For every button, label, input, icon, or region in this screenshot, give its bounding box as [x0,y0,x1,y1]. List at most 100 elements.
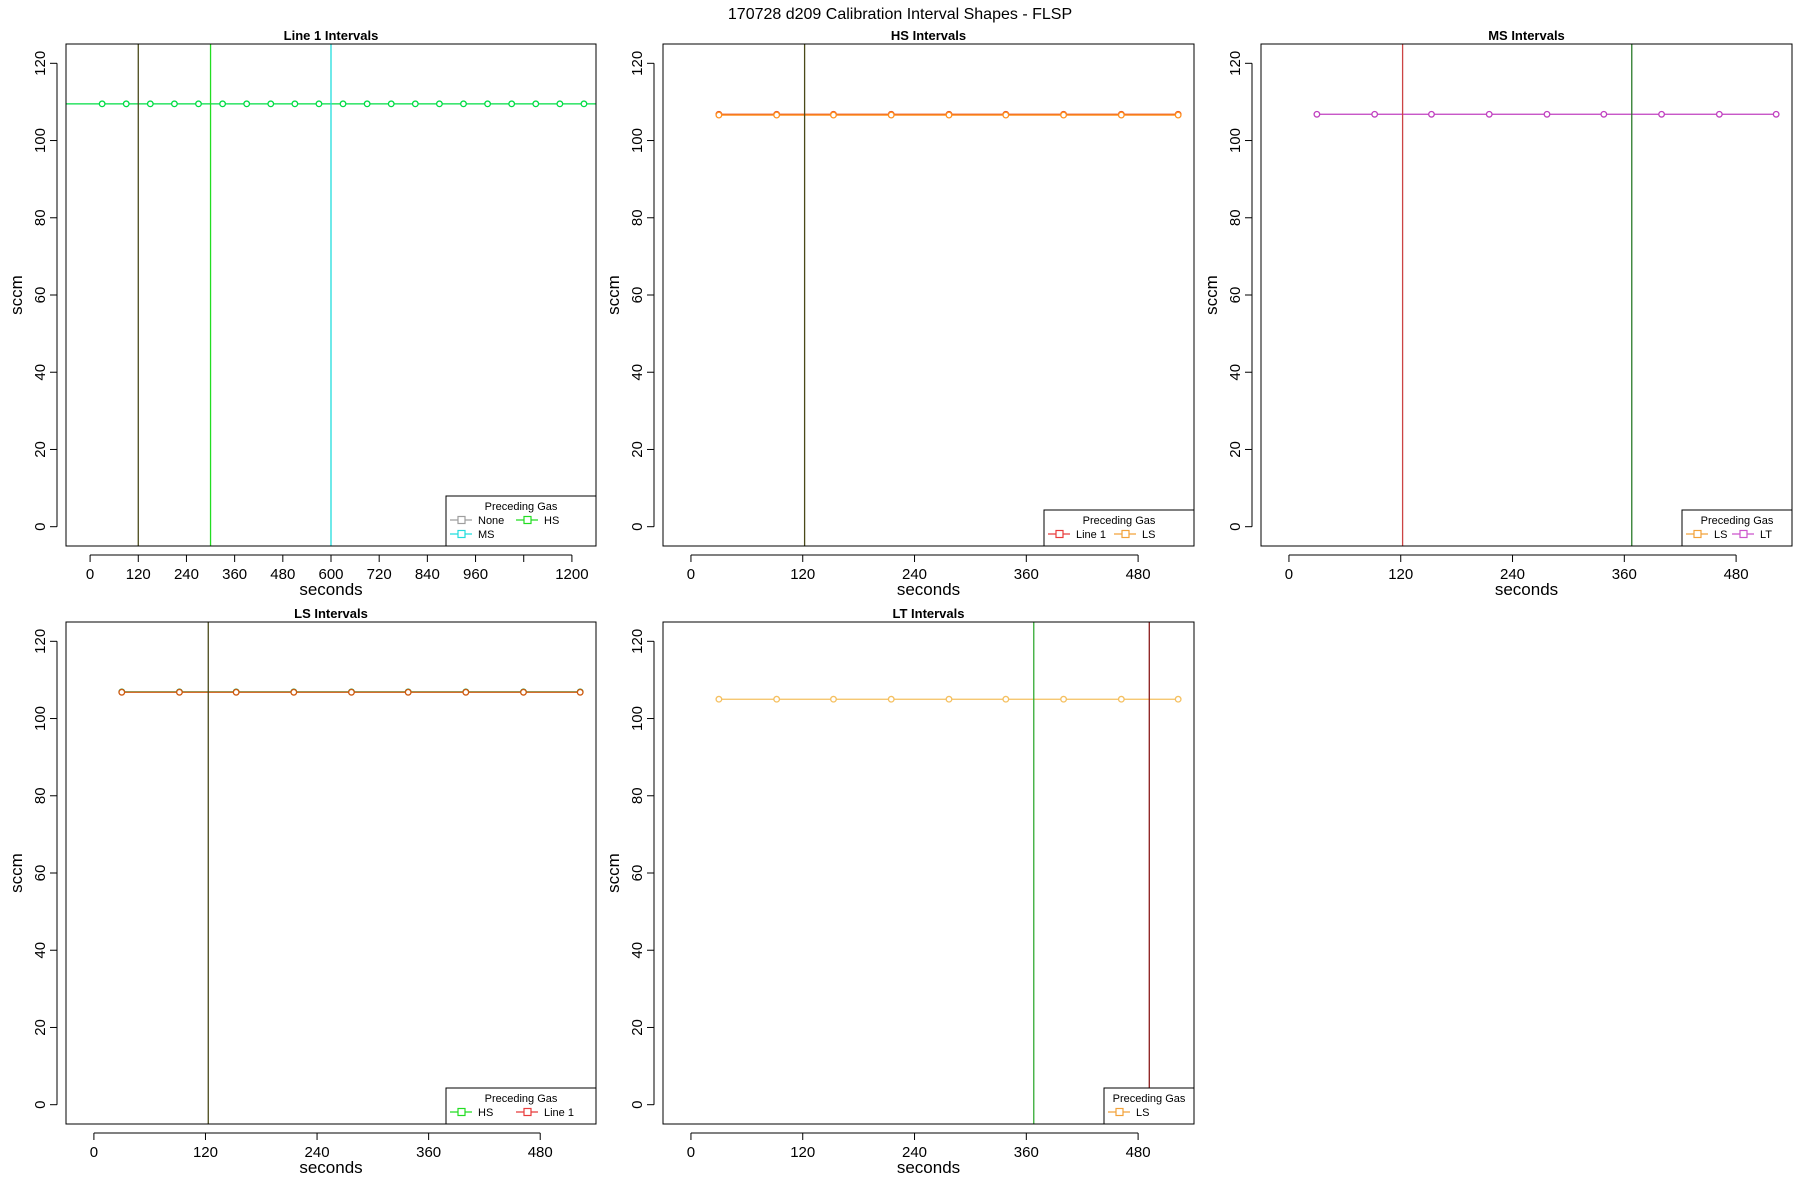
data-point [520,688,527,696]
x-axis: 0 120 240 360 480 seconds [687,1132,1151,1177]
x-tick-label: 480 [1724,566,1749,583]
legend-entry: Line 1 [516,1107,574,1119]
x-axis-label: seconds [897,1158,960,1177]
y-tick-label: 80 [32,787,49,804]
x-tick-label: 480 [1126,1144,1151,1161]
plot-frame [662,621,1195,1125]
y-tick-label: 20 [629,441,646,458]
plot-frame [65,43,597,547]
legend-label: LS [1142,529,1155,541]
legend-entry: MS [450,529,495,541]
data-point [290,688,298,696]
plot-frame [1260,43,1793,547]
chart-title: HS Intervals [891,28,966,43]
y-axis: 0 20 40 60 80 100 120 sccm [1202,51,1253,531]
data-point [773,695,781,703]
legend: Preceding Gas None HS MS [445,495,597,547]
y-axis-label: sccm [604,275,623,315]
x-tick-label: 240 [305,1144,330,1161]
y-axis-label: sccm [7,275,26,315]
x-tick-label: 480 [1126,566,1151,583]
y-tick-label: 100 [629,128,646,153]
y-axis: 0 20 40 60 80 100 120 sccm [7,51,58,531]
data-point [508,100,516,108]
x-tick-label: 840 [415,566,440,583]
data-point [1060,695,1068,703]
plot-frame [662,43,1195,547]
y-tick-label: 100 [32,706,49,731]
y-axis-label: sccm [1202,275,1221,315]
x-axis-label: seconds [299,580,362,599]
data-point [219,100,227,108]
y-tick-label: 20 [32,1019,49,1036]
y-tick-label: 0 [32,1101,49,1109]
data-point [243,100,251,108]
data-point [580,100,588,108]
data-point [1174,111,1182,119]
plot-area [118,622,584,1124]
chart-title: MS Intervals [1488,28,1565,43]
y-tick-label: 0 [629,1101,646,1109]
legend-label: LT [1760,529,1772,541]
legend-label: None [478,515,504,527]
y-axis-label: sccm [604,853,623,893]
data-point [232,688,240,696]
legend-entry: HS [450,1107,493,1119]
x-tick-label: 240 [174,566,199,583]
legend-entry: LS [1114,529,1155,541]
data-point [122,100,130,108]
data-point [1002,695,1010,703]
x-tick-label: 960 [463,566,488,583]
series-2 [715,111,1182,119]
legend-title: Preceding Gas [1701,515,1774,527]
data-point [830,111,837,119]
x-tick-label: 120 [790,1144,815,1161]
legend: Preceding Gas Line 1 LS [1043,509,1195,547]
y-tick-label: 120 [629,629,646,654]
y-tick-label: 100 [1227,128,1244,153]
x-tick-label: 0 [86,566,94,583]
data-point [348,688,355,696]
legend-label: MS [478,529,495,541]
y-tick-label: 80 [629,209,646,226]
legend: Preceding Gas LS [1103,1087,1195,1125]
legend-title: Preceding Gas [1083,515,1156,527]
data-point [460,100,467,108]
data-point [1174,695,1182,703]
data-point [170,100,178,108]
y-tick-label: 20 [1227,441,1244,458]
data-point [1772,110,1780,118]
plot-area [66,44,596,546]
y-tick-label: 40 [629,942,646,959]
data-point [1485,110,1493,118]
data-point [945,695,953,703]
plot-area [715,622,1182,1124]
y-tick-label: 40 [629,364,646,381]
data-point [146,100,154,108]
data-point [1658,110,1666,118]
x-axis-label: seconds [1495,580,1558,599]
x-tick-label: 240 [902,1144,927,1161]
x-tick-label: 120 [193,1144,218,1161]
x-tick-label: 0 [687,1144,695,1161]
data-point [195,100,202,108]
data-point [576,688,584,696]
chart-panel-5: LT Intervals 0 120 240 360 480 seconds 0 20 40 60 8… [604,606,1195,1177]
x-tick-label: 120 [790,566,815,583]
legend-entry: LS [1686,529,1727,541]
y-tick-label: 0 [32,523,49,531]
legend-entry: HS [516,515,559,527]
data-point [1117,111,1125,119]
x-tick-label: 0 [90,1144,98,1161]
y-tick-label: 120 [32,51,49,76]
y-tick-label: 60 [629,287,646,304]
x-tick-label: 0 [1285,566,1293,583]
x-tick-label: 480 [528,1144,553,1161]
y-tick-label: 0 [629,523,646,531]
x-tick-label: 360 [1014,1144,1039,1161]
legend-entry: None [450,515,504,527]
data-point [715,695,723,703]
series-2 [118,688,584,696]
data-point [830,695,837,703]
